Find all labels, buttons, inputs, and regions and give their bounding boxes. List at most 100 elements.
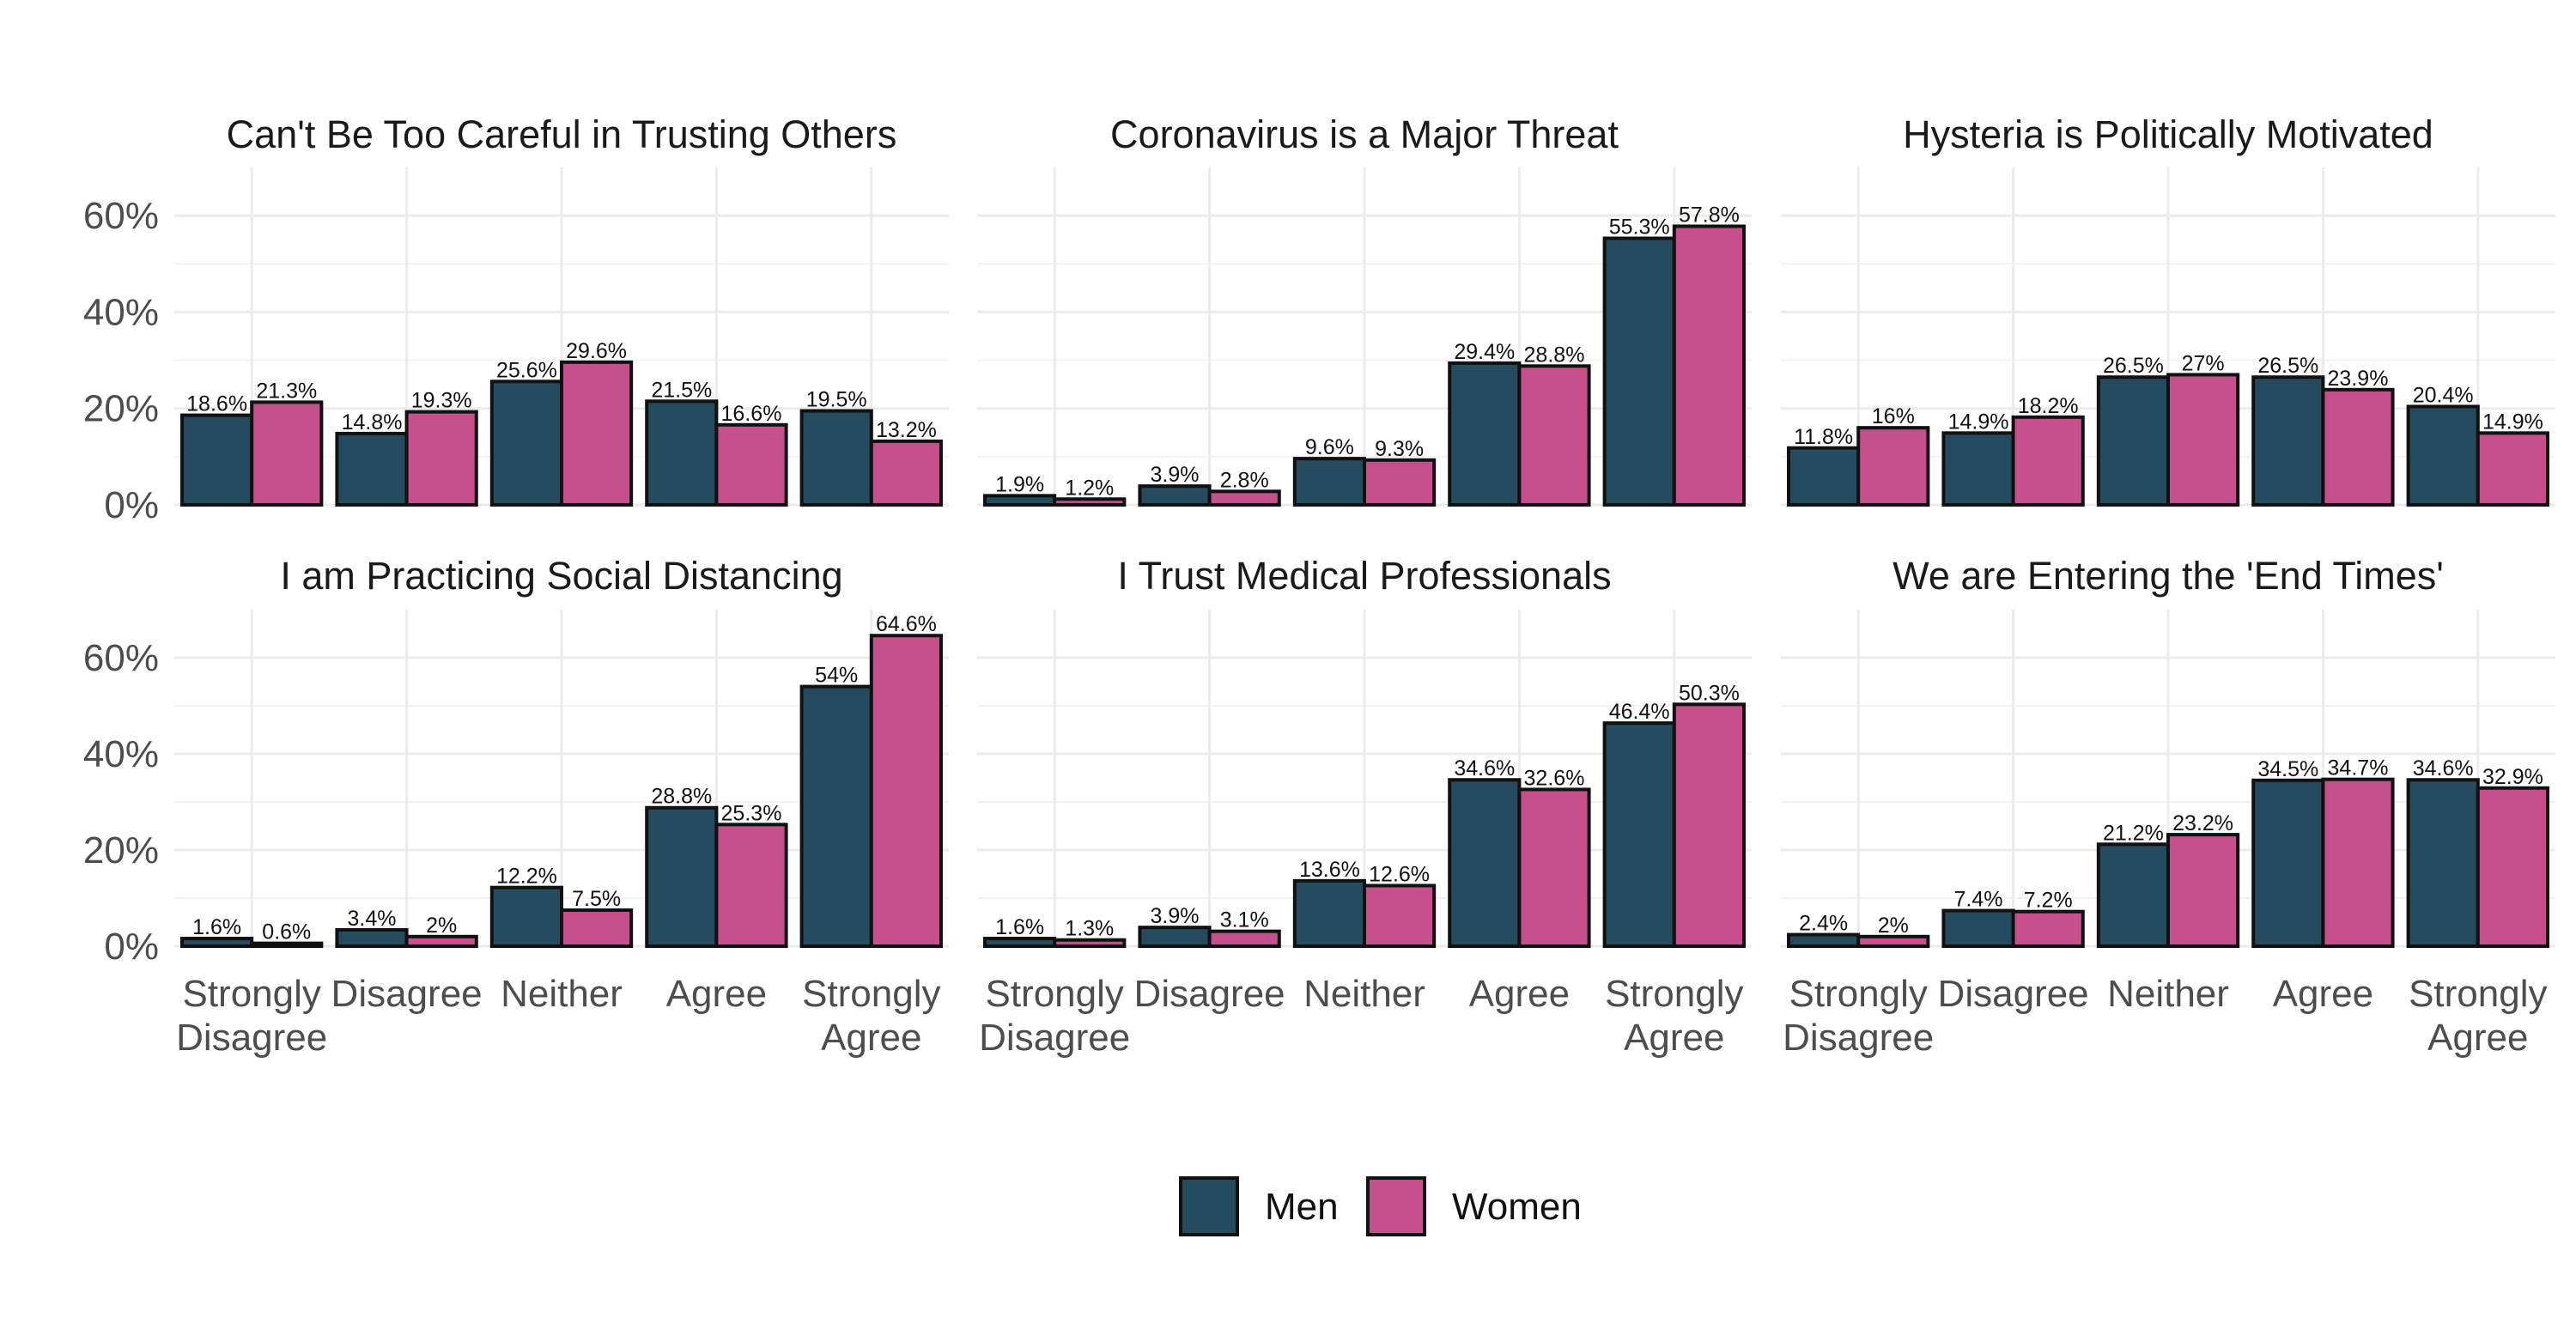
y-tick-label: 40% bbox=[83, 291, 159, 333]
data-label-men: 54% bbox=[815, 664, 858, 688]
panel-title: I Trust Medical Professionals bbox=[1117, 554, 1611, 598]
x-tick-label: Agree bbox=[821, 1017, 921, 1059]
bar-men bbox=[1941, 431, 2015, 507]
bar-men bbox=[335, 927, 409, 948]
data-label-women: 50.3% bbox=[1679, 681, 1740, 705]
data-label-women: 7.2% bbox=[2024, 889, 2073, 913]
bar-women bbox=[1207, 929, 1281, 949]
x-tick-label: Disagree bbox=[176, 1017, 327, 1059]
x-tick-label: Agree bbox=[2273, 973, 2373, 1015]
bar-men bbox=[489, 380, 564, 507]
x-tick-label: Neither bbox=[1303, 973, 1425, 1015]
bar-men bbox=[2096, 842, 2171, 949]
data-label-women: 14.9% bbox=[2482, 410, 2543, 434]
data-label-men: 1.6% bbox=[995, 915, 1044, 939]
y-tick-label: 60% bbox=[83, 195, 159, 237]
bar-women bbox=[250, 941, 324, 949]
data-label-women: 3.1% bbox=[1220, 908, 1269, 932]
panel-title: I am Practicing Social Distancing bbox=[280, 554, 842, 598]
data-label-women: 64.6% bbox=[876, 612, 937, 636]
bar-women bbox=[560, 360, 634, 507]
x-tick-label: Strongly bbox=[2409, 973, 2547, 1015]
bar-women bbox=[560, 908, 634, 948]
y-tick-label: 0% bbox=[104, 926, 159, 968]
panel-title: Coronavirus is a Major Threat bbox=[1110, 112, 1619, 156]
bar-men bbox=[1292, 878, 1366, 948]
data-label-men: 46.4% bbox=[1609, 700, 1670, 724]
x-tick-label: Strongly bbox=[1605, 973, 1743, 1015]
legend-key-women bbox=[1366, 1176, 1426, 1236]
y-tick-label: 40% bbox=[83, 733, 159, 775]
data-label-men: 19.5% bbox=[806, 388, 867, 412]
x-tick-label: Agree bbox=[1624, 1017, 1724, 1059]
bar-women bbox=[2011, 909, 2085, 949]
data-label-men: 1.6% bbox=[192, 915, 241, 939]
x-tick-label: Disagree bbox=[1783, 1017, 1934, 1059]
bar-women bbox=[2476, 431, 2549, 507]
data-label-women: 32.9% bbox=[2482, 765, 2543, 789]
x-tick-label: Strongly bbox=[1789, 973, 1927, 1015]
data-label-men: 34.5% bbox=[2257, 757, 2318, 781]
bar-men bbox=[180, 413, 254, 507]
x-tick-label: Strongly bbox=[802, 973, 940, 1015]
data-label-men: 13.6% bbox=[1299, 858, 1360, 882]
bar-women bbox=[1856, 934, 1930, 949]
data-label-men: 21.5% bbox=[651, 378, 712, 402]
x-tick-label: Strongly bbox=[182, 973, 320, 1015]
panel-title: Hysteria is Politically Motivated bbox=[1903, 112, 2433, 156]
x-tick-label: Agree bbox=[666, 973, 767, 1015]
x-tick-label: Disagree bbox=[1938, 973, 2089, 1015]
bar-women bbox=[869, 634, 943, 948]
bar-men bbox=[2406, 404, 2480, 507]
data-label-men: 26.5% bbox=[2103, 354, 2164, 378]
bar-men bbox=[1941, 908, 2015, 949]
data-label-women: 9.3% bbox=[1375, 437, 1424, 461]
data-label-women: 23.2% bbox=[2172, 811, 2233, 835]
data-label-men: 12.2% bbox=[496, 865, 557, 889]
data-label-women: 28.8% bbox=[1524, 343, 1585, 367]
bar-women bbox=[1363, 884, 1437, 948]
data-label-women: 16% bbox=[1872, 404, 1915, 428]
bar-women bbox=[1053, 497, 1127, 507]
bar-women bbox=[2166, 833, 2240, 949]
data-label-men: 3.9% bbox=[1151, 904, 1200, 928]
data-label-men: 21.2% bbox=[2103, 821, 2164, 845]
bar-men bbox=[2251, 778, 2325, 948]
panel-title: Can't Be Too Careful in Trusting Others bbox=[227, 112, 897, 156]
data-label-women: 18.2% bbox=[2018, 394, 2079, 418]
bar-men bbox=[2096, 375, 2171, 507]
data-label-men: 34.6% bbox=[1454, 756, 1515, 780]
data-label-women: 16.6% bbox=[721, 402, 782, 426]
bar-men bbox=[1292, 457, 1366, 507]
data-label-women: 2.8% bbox=[1220, 468, 1269, 492]
bar-men bbox=[489, 885, 564, 949]
data-label-men: 1.9% bbox=[995, 472, 1044, 496]
x-tick-label: Disagree bbox=[979, 1017, 1130, 1059]
bar-men bbox=[1787, 446, 1861, 507]
bar-women bbox=[1363, 458, 1437, 507]
bar-men bbox=[1138, 484, 1212, 507]
legend-label-women: Women bbox=[1452, 1186, 1582, 1228]
y-tick-label: 20% bbox=[83, 829, 159, 871]
legend-key-men bbox=[1179, 1176, 1239, 1236]
bar-men bbox=[1602, 721, 1676, 948]
data-label-women: 34.7% bbox=[2328, 756, 2389, 780]
data-label-women: 27% bbox=[2182, 351, 2225, 375]
bar-women bbox=[1517, 364, 1591, 507]
data-label-men: 14.9% bbox=[1948, 410, 2009, 434]
x-tick-label: Agree bbox=[2427, 1017, 2528, 1059]
bar-women bbox=[2476, 786, 2549, 949]
panel-title: We are Entering the 'End Times' bbox=[1893, 554, 2444, 598]
data-label-women: 2% bbox=[1878, 914, 1909, 938]
x-tick-label: Disagree bbox=[1134, 973, 1285, 1015]
bar-men bbox=[799, 409, 873, 507]
data-label-women: 19.3% bbox=[411, 389, 472, 413]
bar-women bbox=[1053, 938, 1127, 948]
data-label-men: 3.9% bbox=[1151, 463, 1200, 487]
data-label-women: 29.6% bbox=[566, 339, 627, 363]
bar-women bbox=[404, 410, 478, 507]
bar-men bbox=[1138, 926, 1212, 949]
data-label-men: 25.6% bbox=[496, 358, 557, 382]
x-tick-label: Strongly bbox=[985, 973, 1123, 1015]
